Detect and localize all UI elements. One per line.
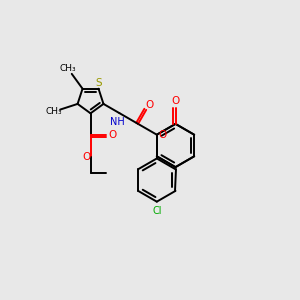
- Text: CH₃: CH₃: [60, 64, 76, 73]
- Text: O: O: [158, 130, 166, 140]
- Text: O: O: [171, 96, 180, 106]
- Text: CH₃: CH₃: [46, 107, 62, 116]
- Text: Cl: Cl: [152, 206, 161, 216]
- Text: O: O: [83, 152, 91, 161]
- Text: S: S: [95, 78, 102, 88]
- Text: O: O: [145, 100, 153, 110]
- Text: NH: NH: [110, 117, 124, 127]
- Text: O: O: [108, 130, 116, 140]
